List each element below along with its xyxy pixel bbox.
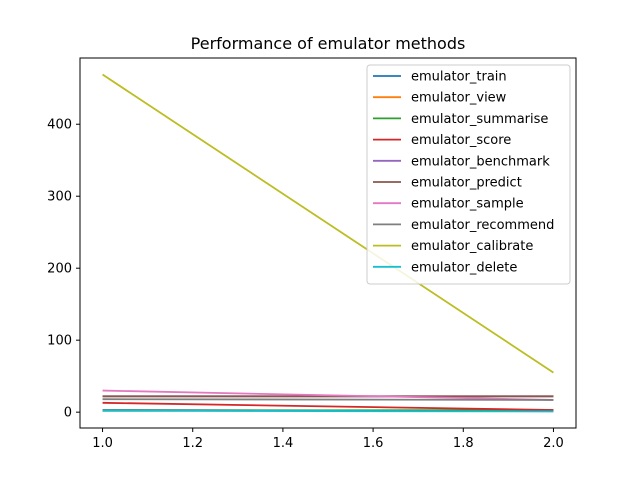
y-tick-label: 300 xyxy=(47,190,72,205)
x-tick-label: 1.8 xyxy=(453,436,474,451)
legend-box xyxy=(366,64,571,285)
legend-label-emulator_train: emulator_train xyxy=(411,70,507,85)
legend-label-emulator_calibrate: emulator_calibrate xyxy=(411,239,533,254)
series-line-emulator_sample xyxy=(102,389,554,401)
series-line-emulator_score xyxy=(102,401,554,411)
x-tick-label: 1.6 xyxy=(363,436,384,451)
series-line-emulator_delete xyxy=(102,409,554,413)
legend-label-emulator_predict: emulator_predict xyxy=(411,176,522,191)
y-tick-label: 0 xyxy=(64,406,72,421)
legend-label-emulator_view: emulator_view xyxy=(411,91,507,106)
legend: emulator_train emulator_view emulator_summ… xyxy=(366,64,571,285)
plot-frame xyxy=(79,57,577,429)
legend-label-emulator_delete: emulator_delete xyxy=(411,260,517,275)
series-layer xyxy=(102,73,554,413)
legend-label-emulator_recommend: emulator_recommend xyxy=(411,218,554,233)
x-axis: 1.0 1.2 1.4 1.6 1.8 2.0 xyxy=(92,428,564,451)
series-line-emulator_recommend xyxy=(102,398,554,401)
y-tick-label: 200 xyxy=(47,262,72,277)
x-tick-label: 2.0 xyxy=(543,436,564,451)
legend-label-emulator_sample: emulator_sample xyxy=(411,197,524,212)
series-line-emulator_calibrate xyxy=(102,73,554,374)
x-tick-label: 1.2 xyxy=(182,436,203,451)
x-tick-label: 1.0 xyxy=(92,436,113,451)
axes-layer xyxy=(79,57,577,429)
y-tick-label: 100 xyxy=(47,334,72,349)
chart-title: Performance of emulator methods xyxy=(191,34,466,53)
legend-label-emulator_benchmark: emulator_benchmark xyxy=(411,154,550,169)
y-axis: 0 100 200 300 400 xyxy=(47,118,80,421)
y-tick-label: 400 xyxy=(47,118,72,133)
legend-label-emulator_summarise: emulator_summarise xyxy=(411,112,548,127)
x-tick-label: 1.4 xyxy=(273,436,294,451)
legend-label-emulator_score: emulator_score xyxy=(411,133,511,148)
